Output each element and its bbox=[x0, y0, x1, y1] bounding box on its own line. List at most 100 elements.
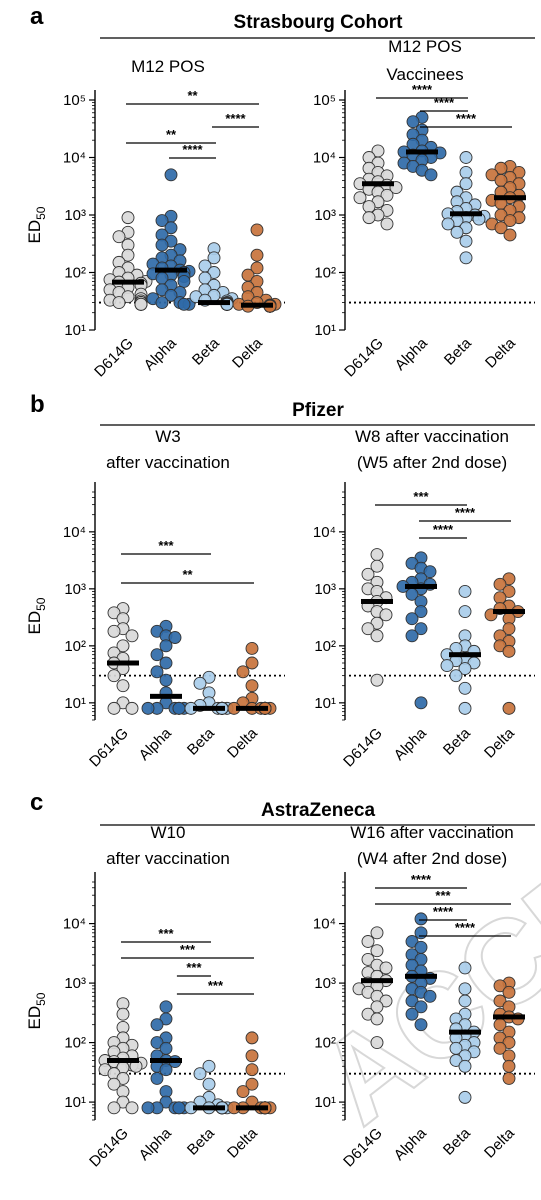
chart-title: W8 after vaccination bbox=[355, 427, 509, 446]
data-point-d614g bbox=[107, 1077, 121, 1091]
y-tick-label: 10¹ bbox=[314, 695, 336, 712]
significance-label: *** bbox=[180, 942, 196, 957]
data-point-alpha bbox=[172, 1101, 186, 1115]
data-point-delta bbox=[503, 228, 517, 242]
chart-subtitle: (W4 after 2nd dose) bbox=[357, 849, 507, 868]
x-tick-label: Delta bbox=[229, 334, 266, 371]
data-point-delta bbox=[502, 701, 516, 715]
significance-label: *** bbox=[158, 538, 174, 553]
significance-label: ** bbox=[182, 567, 193, 582]
y-axis-label-sub: 50 bbox=[34, 206, 48, 220]
data-point-delta bbox=[502, 644, 516, 658]
y-tick-label: 10¹ bbox=[64, 322, 86, 339]
x-tick-label: Beta bbox=[440, 1124, 474, 1158]
y-tick-label: 10² bbox=[64, 638, 86, 655]
median-bar-delta bbox=[493, 609, 525, 615]
median-bar-delta bbox=[494, 195, 526, 201]
y-tick-label: 10³ bbox=[314, 207, 336, 224]
x-tick-label: D614G bbox=[340, 725, 386, 771]
data-point-d614g bbox=[362, 211, 376, 225]
data-point-beta bbox=[202, 1077, 216, 1091]
y-tick-label: 10³ bbox=[314, 581, 336, 598]
data-point-delta bbox=[245, 656, 259, 670]
data-point-delta bbox=[245, 679, 259, 693]
data-point-alpha bbox=[159, 1000, 173, 1014]
y-tick-label: 10³ bbox=[64, 207, 86, 224]
y-tick-label: 10² bbox=[314, 1035, 336, 1052]
data-point-alpha bbox=[164, 168, 178, 182]
y-axis-label: ED50 bbox=[25, 597, 48, 634]
chart-1: M12 POS Vaccinees 10¹ 10² 10³ 10⁴ 10⁵ D614G Alph… bbox=[313, 37, 535, 380]
y-tick-label: 10⁵ bbox=[63, 92, 86, 109]
data-point-beta bbox=[458, 584, 472, 598]
median-bar-d614g bbox=[107, 1058, 139, 1063]
data-point-alpha bbox=[159, 639, 173, 653]
median-bar-delta bbox=[241, 302, 273, 308]
y-tick-label: 10⁴ bbox=[313, 150, 336, 167]
data-point-d614g bbox=[107, 624, 121, 638]
y-tick-label: 10³ bbox=[64, 975, 86, 992]
data-point-beta bbox=[449, 1054, 463, 1067]
y-tick-label: 10¹ bbox=[314, 1094, 336, 1111]
data-point-d614g bbox=[107, 669, 121, 683]
data-point-d614g bbox=[379, 608, 393, 622]
data-point-alpha bbox=[141, 1101, 155, 1115]
data-point-d614g bbox=[125, 701, 139, 715]
data-point-alpha bbox=[177, 274, 191, 288]
significance-label: **** bbox=[433, 904, 454, 919]
significance-label: ** bbox=[166, 127, 177, 142]
data-point-alpha bbox=[423, 989, 437, 1003]
data-point-alpha bbox=[406, 115, 420, 129]
data-point-alpha bbox=[405, 629, 419, 643]
chart-title: W10 bbox=[151, 823, 186, 842]
chart-2: W3 after vaccination 10¹ 10² 10³ 10⁴ ED50 D614G… bbox=[25, 427, 285, 770]
data-point-delta bbox=[245, 641, 259, 655]
data-point-beta bbox=[440, 659, 454, 673]
median-bar-alpha bbox=[150, 693, 182, 699]
significance-label: **** bbox=[455, 505, 476, 520]
significance-label: **** bbox=[225, 111, 246, 126]
data-point-delta bbox=[493, 577, 507, 591]
data-point-d614g bbox=[370, 944, 384, 958]
data-point-delta bbox=[236, 1085, 250, 1099]
x-tick-label: Beta bbox=[441, 334, 475, 368]
watermark: ACCEPTED bbox=[295, 637, 541, 1149]
significance-label: **** bbox=[411, 872, 432, 887]
significance-label: *** bbox=[435, 888, 451, 903]
x-tick-label: Beta bbox=[440, 724, 474, 758]
median-bar-beta bbox=[449, 652, 481, 658]
data-point-alpha bbox=[150, 665, 164, 679]
data-point-beta bbox=[459, 234, 473, 248]
chart-subtitle: after vaccination bbox=[106, 849, 230, 868]
data-point-d614g bbox=[380, 188, 394, 202]
data-point-delta bbox=[502, 985, 516, 999]
median-bar-alpha bbox=[155, 267, 187, 273]
data-point-d614g bbox=[370, 1036, 384, 1050]
significance-label: **** bbox=[456, 111, 477, 126]
data-point-alpha bbox=[155, 214, 169, 228]
panel-letter-b: b bbox=[30, 391, 45, 418]
x-tick-label: Alpha bbox=[136, 1124, 176, 1164]
median-bar-alpha bbox=[150, 1058, 182, 1063]
data-point-alpha bbox=[150, 1018, 164, 1032]
data-point-beta bbox=[458, 961, 472, 975]
data-point-d614g bbox=[361, 952, 375, 966]
y-tick-label: 10² bbox=[314, 265, 336, 282]
y-tick-label: 10¹ bbox=[64, 695, 86, 712]
data-point-beta bbox=[202, 670, 216, 684]
significance-label: **** bbox=[455, 920, 476, 935]
data-point-alpha bbox=[141, 701, 155, 715]
y-tick-label: 10⁴ bbox=[63, 916, 86, 933]
data-point-d614g bbox=[112, 230, 126, 244]
data-point-d614g bbox=[112, 296, 126, 310]
data-point-d614g bbox=[379, 994, 393, 1008]
data-point-d614g bbox=[370, 1012, 384, 1026]
data-point-alpha bbox=[172, 701, 186, 715]
median-bar-d614g bbox=[361, 598, 393, 604]
data-point-alpha bbox=[414, 1018, 428, 1032]
x-tick-label: Alpha bbox=[136, 724, 176, 764]
median-bar-delta bbox=[493, 1014, 525, 1020]
data-point-d614g bbox=[361, 622, 375, 636]
data-point-beta bbox=[193, 676, 207, 690]
